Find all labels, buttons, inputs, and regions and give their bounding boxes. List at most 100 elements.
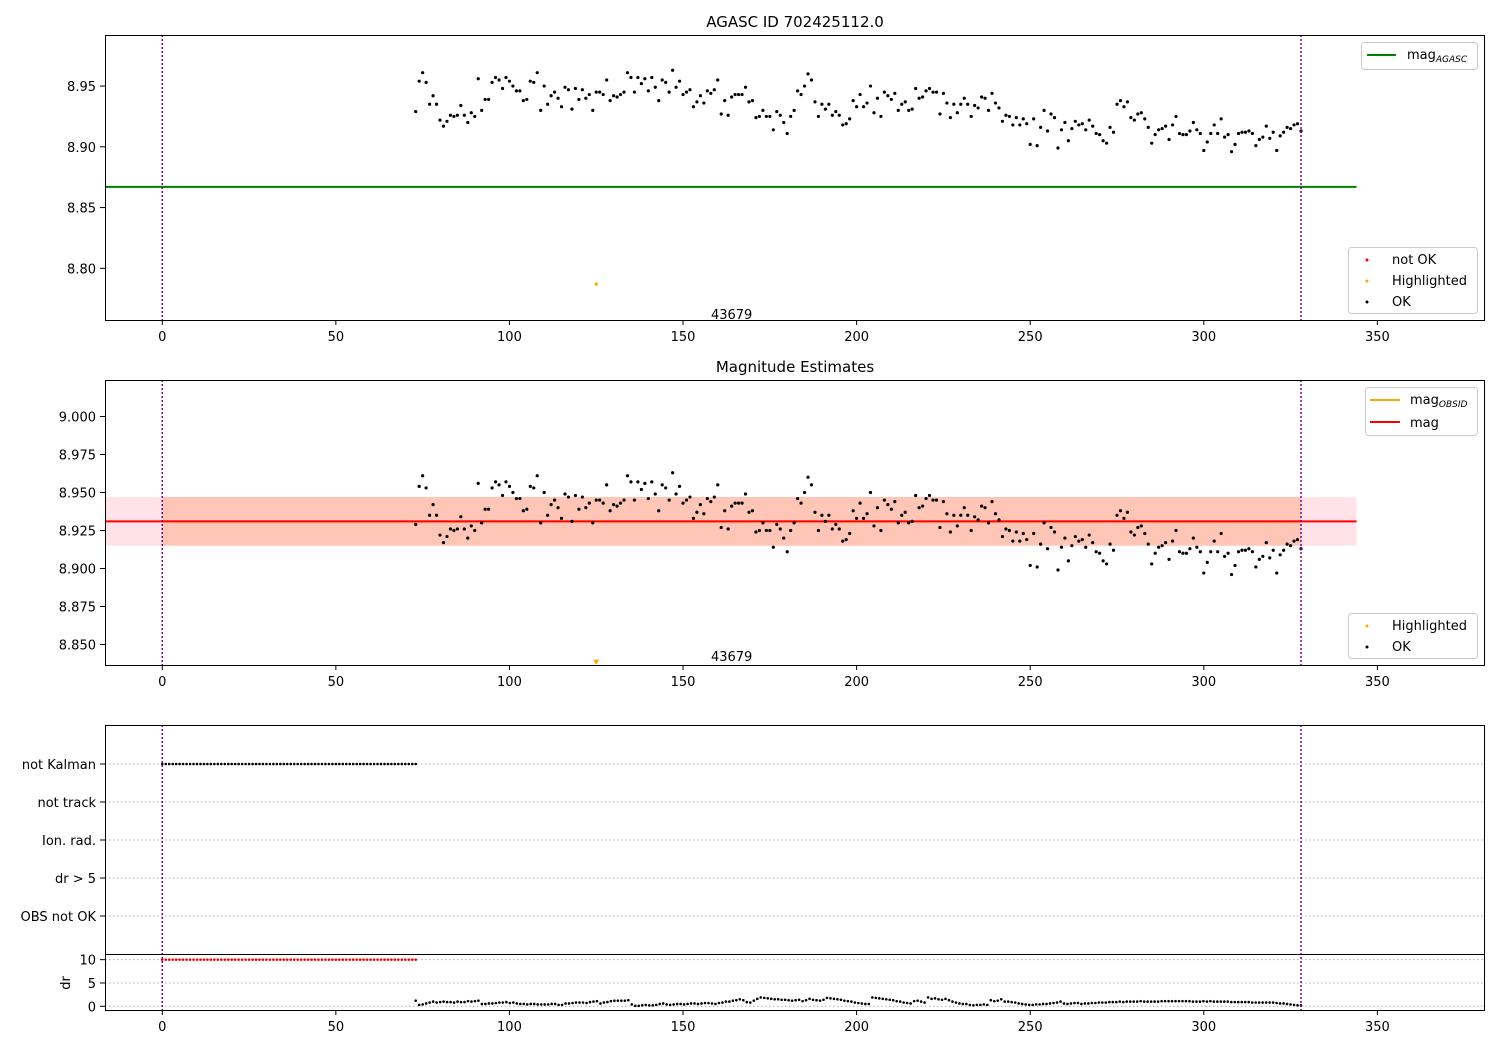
dr-point xyxy=(1216,1000,1219,1003)
ok-point xyxy=(1028,563,1032,568)
dr-point xyxy=(630,1003,634,1006)
dr-not-ok-point xyxy=(226,958,230,961)
flag-point xyxy=(289,762,293,766)
dr-point xyxy=(1045,1002,1048,1006)
ok-point xyxy=(507,484,512,488)
ok-point xyxy=(618,501,623,505)
ok-point xyxy=(754,530,758,534)
ok-point xyxy=(573,86,578,91)
dr-not-ok-point xyxy=(379,958,383,961)
flag-point xyxy=(220,762,223,766)
dr-point xyxy=(1094,1001,1097,1005)
ok-point xyxy=(1066,559,1070,563)
ok-point xyxy=(459,515,463,519)
ok-point xyxy=(577,507,581,511)
ok-point xyxy=(535,474,539,478)
ok-point xyxy=(1025,538,1029,542)
dr-point xyxy=(1268,1001,1271,1004)
dr-point xyxy=(891,998,895,1002)
ok-point xyxy=(622,90,626,94)
dr-point xyxy=(581,1001,585,1004)
dr-y-tick-label: 0 xyxy=(88,1000,96,1015)
ok-point xyxy=(424,80,428,84)
ok-point xyxy=(861,105,866,109)
flags-x-tick-label: 200 xyxy=(844,1020,869,1035)
dr-point xyxy=(637,1004,641,1008)
ok-point xyxy=(861,516,866,520)
ok-point xyxy=(1233,142,1237,146)
ok-point xyxy=(1271,548,1275,552)
flags-x-tick-label: 350 xyxy=(1365,1020,1390,1035)
ok-point xyxy=(802,84,807,88)
agasc-y-tick-label: 8.85 xyxy=(67,202,96,217)
ok-point xyxy=(1056,146,1060,150)
magnitude-y-tick-label: 8.875 xyxy=(59,600,96,615)
dr-not-ok-point xyxy=(206,958,209,961)
ok-point xyxy=(1136,112,1140,116)
ok-point xyxy=(1032,117,1036,121)
dr-point xyxy=(1017,1002,1020,1005)
ok-point xyxy=(1188,129,1192,133)
ok-point xyxy=(573,493,578,498)
ok-point xyxy=(733,92,737,97)
ok-point xyxy=(559,516,564,520)
agasc-x-tick-label: 100 xyxy=(497,330,522,345)
legend-ok-marker xyxy=(1365,300,1369,304)
ok-point xyxy=(511,84,515,88)
ok-point xyxy=(563,85,567,89)
ok-point xyxy=(570,519,574,523)
dr-not-ok-point xyxy=(244,958,247,961)
dr-point xyxy=(613,999,616,1002)
ok-point xyxy=(941,500,946,504)
dr-point xyxy=(776,997,780,1001)
ok-point xyxy=(959,513,963,517)
ok-point xyxy=(1181,133,1185,137)
dr-not-ok-point xyxy=(209,958,213,961)
dr-not-ok-point xyxy=(414,958,418,961)
ok-point xyxy=(1167,137,1171,142)
ok-point xyxy=(691,516,696,520)
dr-not-ok-point xyxy=(240,958,244,961)
flags-x-tick-label: 150 xyxy=(671,1020,696,1035)
ok-point xyxy=(1056,568,1060,572)
dr-not-ok-point xyxy=(390,958,393,961)
dr-point xyxy=(801,999,804,1003)
dr-point xyxy=(1097,1001,1101,1004)
legend2-ok-marker xyxy=(1365,645,1369,649)
ok-point xyxy=(681,501,685,505)
ok-point xyxy=(851,509,855,513)
dr-point xyxy=(961,1002,965,1006)
ok-point xyxy=(747,510,751,514)
flag-point xyxy=(376,762,379,766)
ok-point xyxy=(809,78,814,82)
flag-point xyxy=(303,762,306,766)
ok-point xyxy=(1205,140,1209,144)
ok-point xyxy=(473,528,477,533)
dr-point xyxy=(560,1003,564,1007)
dr-not-ok-point xyxy=(268,958,272,961)
dr-point xyxy=(1264,1001,1268,1004)
dr-point xyxy=(1104,1001,1108,1004)
dr-point xyxy=(829,997,832,1000)
flags-x-tick-label: 0 xyxy=(158,1020,166,1035)
ok-point xyxy=(1250,131,1254,136)
ok-point xyxy=(1195,545,1199,549)
flag-point xyxy=(310,762,313,766)
legend2-highlighted-marker xyxy=(1365,624,1369,628)
ok-point xyxy=(639,487,643,492)
ok-point xyxy=(778,113,782,117)
ok-point xyxy=(782,120,786,125)
dr-not-ok-point xyxy=(344,958,348,961)
ok-point xyxy=(525,97,529,102)
dr-not-ok-point xyxy=(265,958,268,961)
ok-point xyxy=(917,96,921,100)
dr-point xyxy=(1073,1001,1076,1005)
flag-point xyxy=(209,762,213,766)
ok-point xyxy=(622,498,626,502)
ok-point xyxy=(740,92,744,97)
ok-point xyxy=(1042,521,1046,525)
ok-point xyxy=(938,525,942,530)
ok-point xyxy=(646,496,650,501)
ok-point xyxy=(615,95,619,99)
ok-point xyxy=(542,490,546,495)
